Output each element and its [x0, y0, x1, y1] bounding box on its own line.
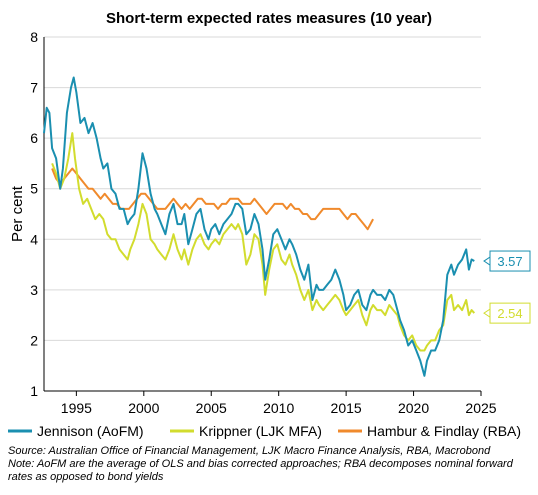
x-tick-labels: 1995 2000 2005 2010 2015 2020 2025: [61, 391, 497, 416]
x-tick-label: 2015: [331, 400, 362, 416]
end-value-label: 2.54: [497, 306, 522, 321]
y-tick-labels: 1 2 3 4 5 6 7 8: [30, 29, 38, 399]
y-tick-label: 5: [30, 181, 38, 197]
series-lines: [43, 76, 476, 377]
gridlines: [43, 36, 481, 392]
x-tick-label: 2025: [465, 400, 496, 416]
y-tick-label: 6: [30, 130, 38, 146]
y-tick-label: 7: [30, 80, 38, 96]
legend-label: Jennison (AoFM): [37, 423, 144, 439]
legend-label: Hambur & Findlay (RBA): [367, 423, 521, 439]
method-note: Note: AoFM are the average of OLS and bi…: [8, 458, 514, 470]
callout-box: [489, 250, 531, 272]
y-tick-label: 8: [30, 29, 38, 45]
x-tick-label: 1995: [61, 400, 92, 416]
end-value-callouts: 3.57 2.54: [483, 250, 531, 324]
y-tick-label: 1: [30, 383, 38, 399]
callout-pointer: [483, 256, 491, 266]
series-line-2: [51, 132, 476, 352]
callout-box: [489, 302, 531, 324]
legend-label: Krippner (LJK MFA): [199, 423, 322, 439]
x-tick-label: 2005: [196, 400, 227, 416]
x-tick-label: 2020: [398, 400, 429, 416]
y-tick-label: 2: [30, 332, 38, 348]
chart-title: Short-term expected rates measures (10 y…: [106, 10, 432, 27]
legend: Jennison (AoFM) Krippner (LJK MFA) Hambur …: [8, 423, 521, 439]
callout-pointer: [483, 308, 491, 318]
source-note: Source: Australian Office of Financial M…: [8, 445, 491, 457]
end-value-label: 3.57: [497, 254, 522, 269]
y-tick-label: 4: [30, 231, 38, 247]
series-line-3: [51, 167, 374, 231]
x-tick-label: 2000: [128, 400, 159, 416]
y-tick-label: 3: [30, 282, 38, 298]
series-line-1: [43, 76, 475, 377]
method-note-cont: rates as opposed to bond yields: [8, 471, 164, 483]
y-axis-label: Per cent: [9, 185, 26, 242]
x-tick-label: 2010: [263, 400, 294, 416]
